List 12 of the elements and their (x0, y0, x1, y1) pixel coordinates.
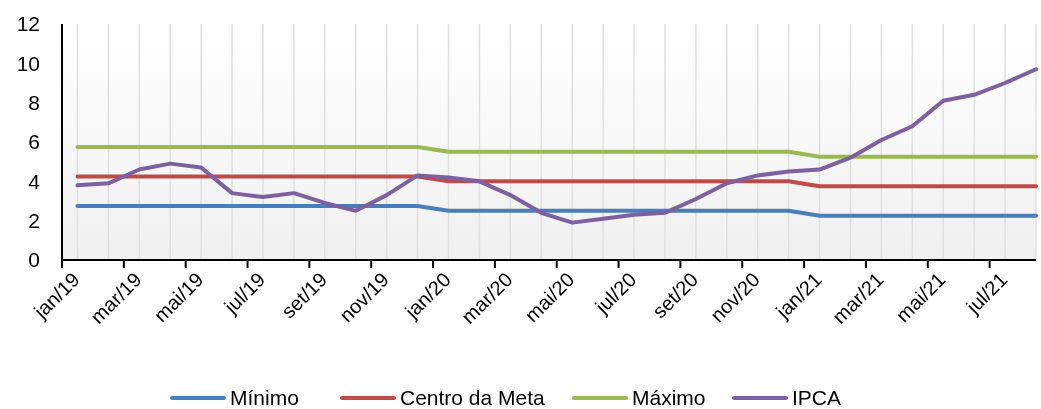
y-tick-label: 10 (16, 51, 40, 75)
y-tick-label: 12 (16, 12, 40, 36)
y-tick-label: 8 (28, 91, 40, 115)
legend-label: Máximo (632, 386, 706, 409)
y-tick-label: 6 (28, 130, 40, 154)
y-tick-label: 2 (28, 209, 40, 233)
legend-label: Centro da Meta (400, 386, 546, 409)
y-tick-label: 0 (28, 248, 40, 272)
line-series (75, 67, 1038, 225)
legend-label: IPCA (792, 386, 842, 409)
legend-label: Mínimo (230, 386, 299, 409)
y-tick-label: 4 (28, 169, 41, 193)
